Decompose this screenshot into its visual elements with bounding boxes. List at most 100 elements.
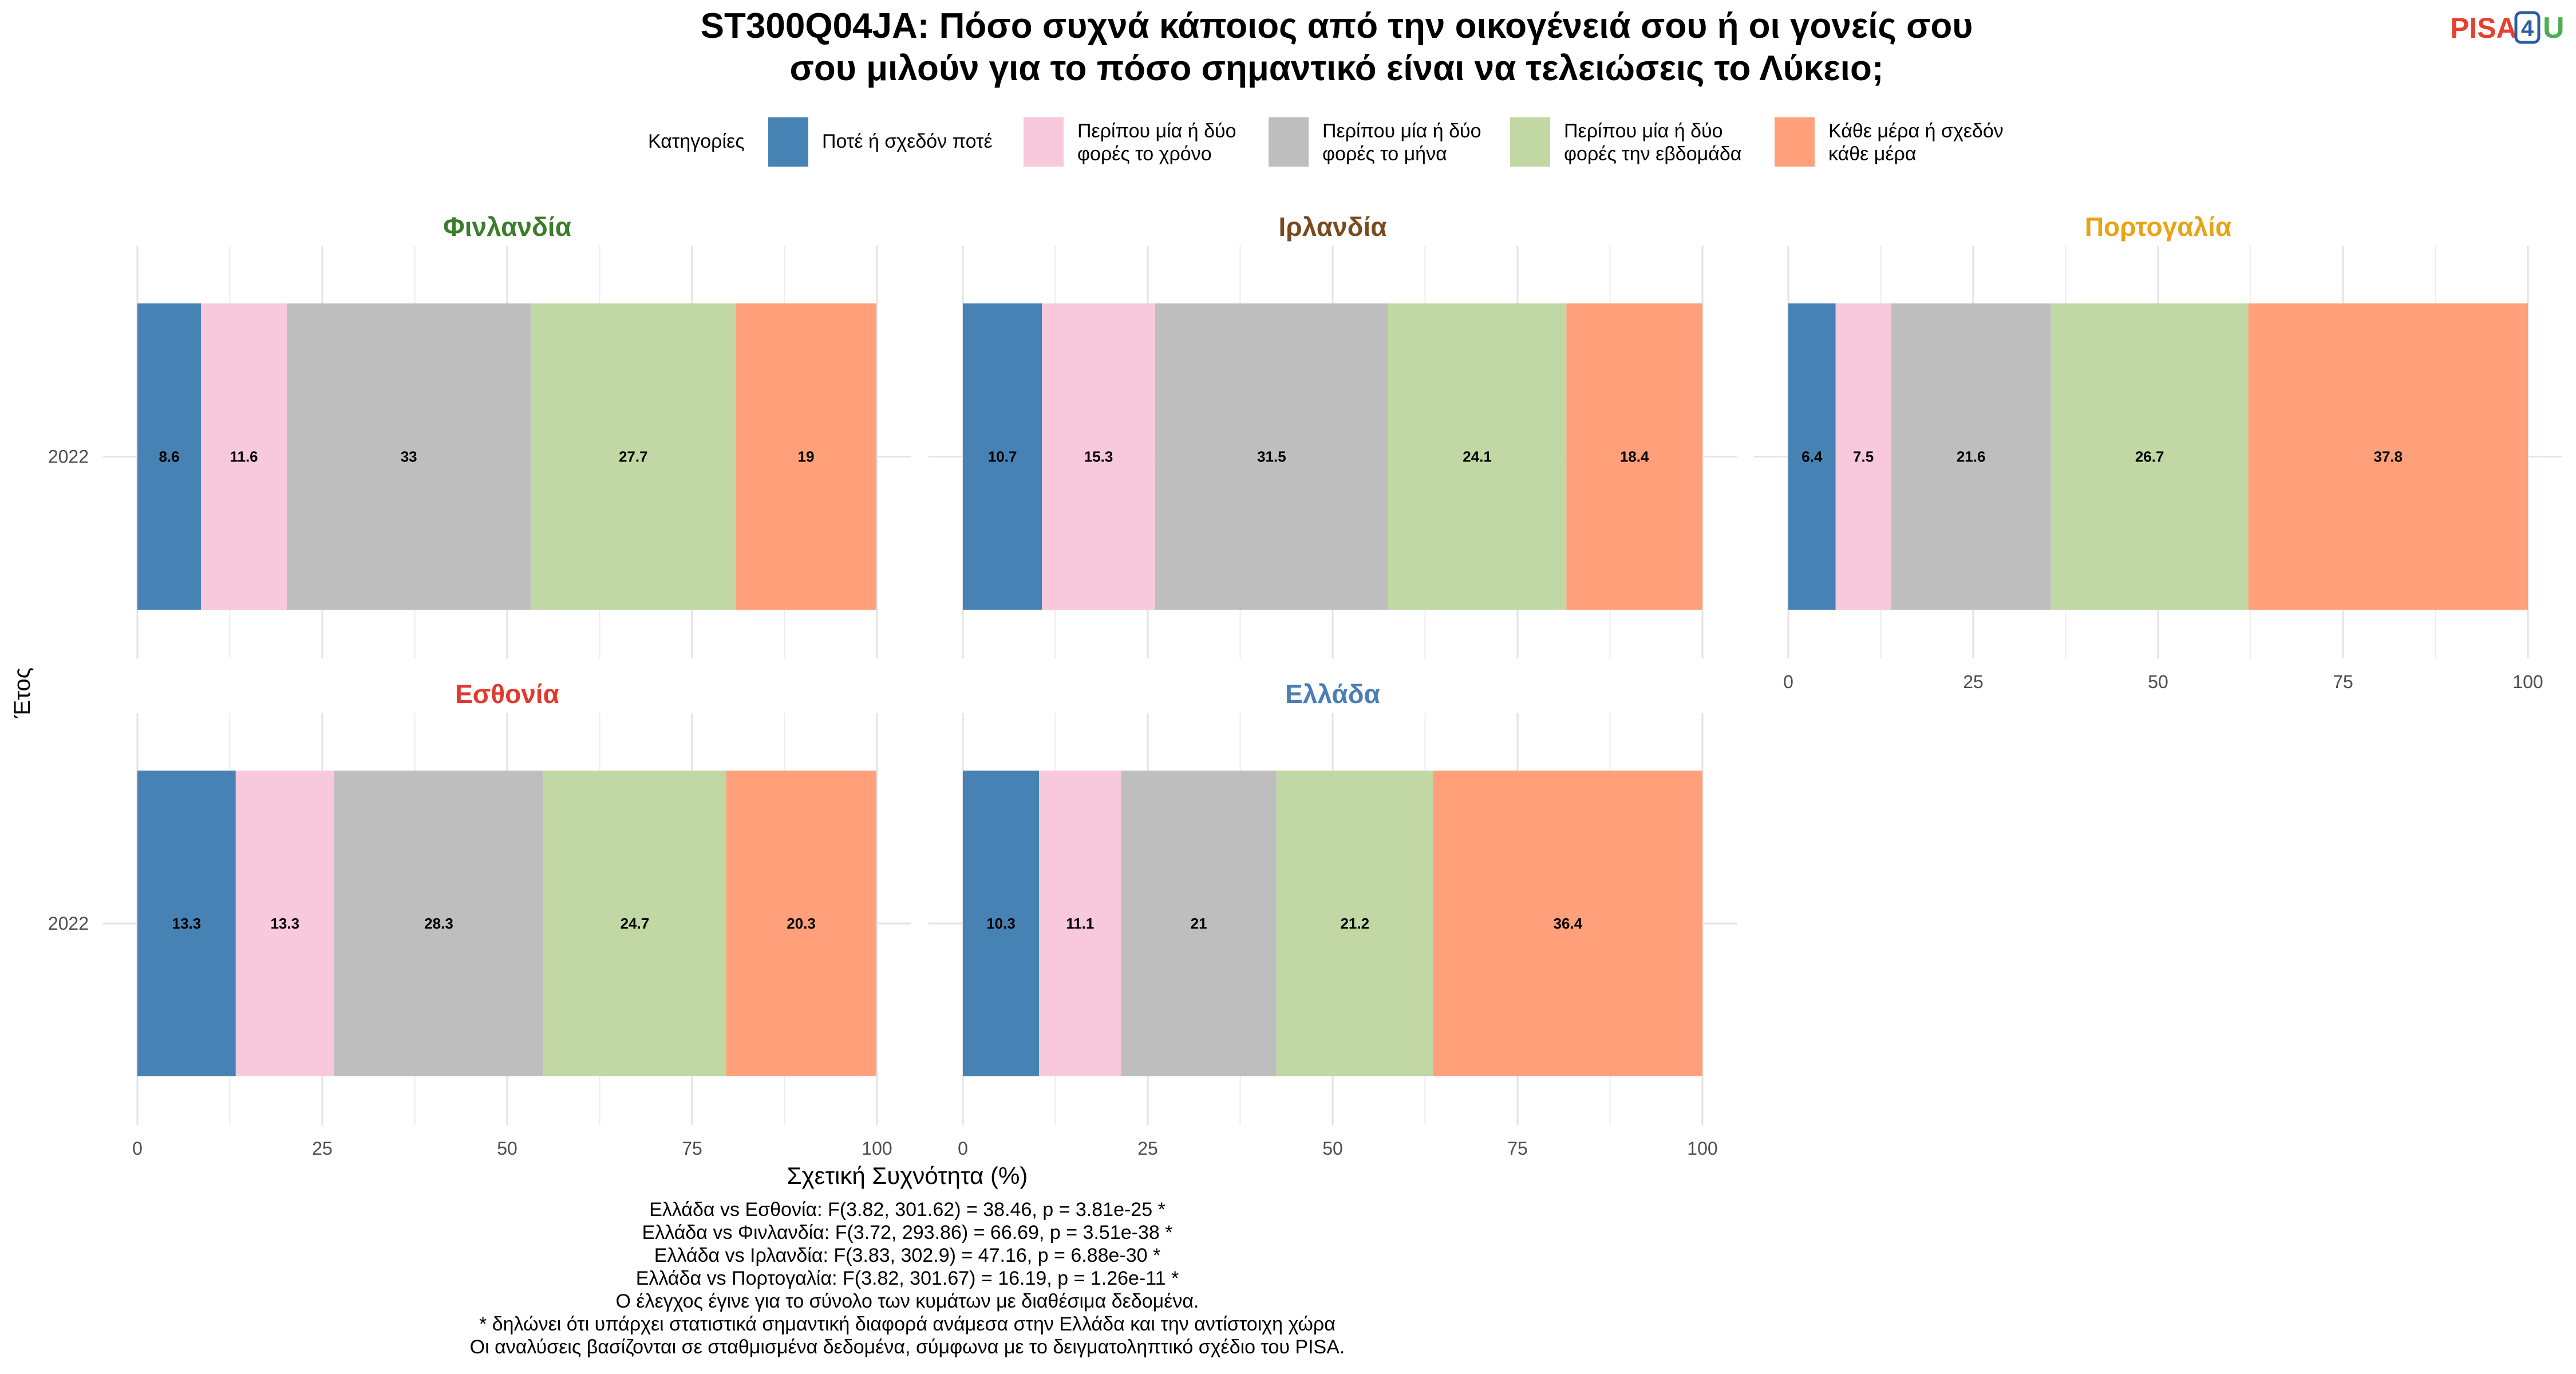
x-tick-label-3-1: 25 xyxy=(312,1138,333,1159)
bar-label-0-0: 8.6 xyxy=(159,448,179,465)
bar-label-4-1: 11.1 xyxy=(1066,915,1094,932)
bar-label-2-0: 6.4 xyxy=(1801,448,1823,465)
bar-segment-0-4 xyxy=(736,303,876,610)
bar-label-3-4: 20.3 xyxy=(787,915,816,932)
x-axis-title: Σχετική Συχνότητα (%) xyxy=(787,1162,1028,1189)
bar-segment-3-3 xyxy=(543,771,726,1076)
bar-label-2-2: 21.6 xyxy=(1957,448,1986,465)
bar-label-3-1: 13.3 xyxy=(270,915,299,932)
y-tick-label-3: 2022 xyxy=(48,913,89,934)
bar-segment-1-2 xyxy=(1155,303,1388,610)
panel-title-0: Φινλανδία xyxy=(443,212,571,242)
bar-segment-1-3 xyxy=(1388,303,1567,610)
bar-label-3-0: 13.3 xyxy=(172,915,202,932)
legend-label-4-0: Κάθε μέρα ή σχεδόν xyxy=(1828,120,2004,142)
bar-segment-2-2 xyxy=(1891,303,2051,610)
bar-label-3-2: 28.3 xyxy=(424,915,453,932)
caption-line-4: Ο έλεγχος έγινε για το σύνολο των κυμάτω… xyxy=(616,1290,1199,1312)
bar-label-4-3: 21.2 xyxy=(1340,915,1369,932)
bar-segment-2-1 xyxy=(1835,303,1891,610)
x-tick-label-3-3: 75 xyxy=(682,1138,702,1159)
chart-title-line-1: ST300Q04JA: Πόσο συχνά κάποιος από την ο… xyxy=(701,6,1973,46)
legend-key-0 xyxy=(768,117,808,167)
x-tick-label-4-1: 25 xyxy=(1137,1138,1158,1159)
legend-label-1-1: φορές το χρόνο xyxy=(1077,143,1212,165)
bar-segment-0-3 xyxy=(531,303,736,610)
bar-segment-4-0 xyxy=(963,771,1040,1076)
logo-digit-box xyxy=(2514,11,2541,44)
bar-segment-0-1 xyxy=(201,303,287,610)
legend-label-3-1: φορές την εβδομάδα xyxy=(1564,143,1741,165)
bar-segment-2-0 xyxy=(1788,303,1836,610)
legend-label-3-0: Περίπου μία ή δύο xyxy=(1564,120,1723,142)
x-tick-label-4-2: 50 xyxy=(1322,1138,1343,1159)
legend-label-0-0: Ποτέ ή σχεδόν ποτέ xyxy=(822,131,993,152)
bar-segment-3-2 xyxy=(334,771,544,1076)
x-tick-label-2-1: 25 xyxy=(1963,672,1984,692)
panel-4: Ελλάδα 10.3 11.1 21 21.2 36.4 0 25 50 75 100 xyxy=(929,679,1737,1159)
bar-segment-0-0 xyxy=(137,303,202,610)
x-tick-label-4-0: 0 xyxy=(958,1138,968,1159)
legend-item-0: Ποτέ ή σχεδόν ποτέ xyxy=(768,117,993,167)
bar-label-0-4: 19 xyxy=(798,448,815,465)
panel-title-4: Ελλάδα xyxy=(1285,679,1380,709)
panel-0: Φινλανδία 8.6 11.6 33 27.7 19 2022 xyxy=(48,212,911,658)
bar-label-1-3: 24.1 xyxy=(1463,448,1492,465)
bar-segment-1-4 xyxy=(1566,303,1702,610)
bar-segment-1-1 xyxy=(1042,303,1155,610)
bar-label-1-2: 31.5 xyxy=(1257,448,1286,465)
bar-segment-4-2 xyxy=(1121,771,1277,1076)
chart-title-line-2: σου μιλούν για το πόσο σημαντικό είναι ν… xyxy=(790,49,1884,88)
caption-line-2: Ελλάδα vs Ιρλανδία: F(3.83, 302.9) = 47.… xyxy=(654,1245,1160,1266)
pisa4u-logo: PISA 4 U xyxy=(2450,11,2565,45)
bar-segment-3-1 xyxy=(235,771,334,1076)
legend-title: Κατηγορίες xyxy=(648,131,745,152)
bar-label-3-3: 24.7 xyxy=(621,915,650,932)
x-tick-label-4-4: 100 xyxy=(1687,1138,1717,1159)
caption-line-5: * δηλώνει ότι υπάρχει στατιστικά σημαντι… xyxy=(479,1313,1336,1335)
legend-key-4 xyxy=(1775,117,1815,167)
legend-label-4-1: κάθε μέρα xyxy=(1828,143,1917,165)
legend-label-1-0: Περίπου μία ή δύο xyxy=(1077,120,1236,142)
x-tick-label-3-2: 50 xyxy=(497,1138,517,1159)
bar-label-4-4: 36.4 xyxy=(1554,915,1583,932)
bar-segment-4-4 xyxy=(1433,771,1702,1076)
y-axis-title: Έτος xyxy=(10,668,35,718)
panel-title-2: Πορτογαλία xyxy=(2085,212,2231,242)
bar-label-1-0: 10.7 xyxy=(988,448,1017,465)
panel-2: Πορτογαλία 6.4 7.5 21.6 26.7 37.8 0 25 50 75 100 xyxy=(1754,212,2562,692)
bar-label-2-3: 26.7 xyxy=(2135,448,2164,465)
panel-title-3: Εσθονία xyxy=(455,679,559,709)
legend-key-2 xyxy=(1269,117,1309,167)
x-tick-label-2-2: 50 xyxy=(2148,672,2168,692)
legend-label-2-0: Περίπου μία ή δύο xyxy=(1322,120,1481,142)
legend-key-1 xyxy=(1024,117,1064,167)
caption-line-6: Οι αναλύσεις βασίζονται σε σταθμισμένα δ… xyxy=(470,1336,1345,1358)
x-tick-label-4-3: 75 xyxy=(1507,1138,1528,1159)
bar-label-2-4: 37.8 xyxy=(2374,448,2403,465)
bar-label-0-2: 33 xyxy=(401,448,417,465)
bar-label-1-1: 15.3 xyxy=(1084,448,1113,465)
logo-text-u: U xyxy=(2543,11,2565,45)
bar-segment-4-1 xyxy=(1039,771,1121,1076)
caption-line-3: Ελλάδα vs Πορτογαλία: F(3.82, 301.67) = … xyxy=(636,1268,1179,1289)
bar-label-1-4: 18.4 xyxy=(1620,448,1649,465)
caption: Ελλάδα vs Εσθονία: F(3.82, 301.62) = 38.… xyxy=(470,1199,1345,1358)
panel-1: Ιρλανδία 10.7 15.3 31.5 24.1 18.4 xyxy=(929,212,1737,658)
panel-3: Εσθονία 13.3 13.3 28.3 24.7 20.3 2022 0 25 50 75 10… xyxy=(48,679,911,1159)
bar-segment-2-3 xyxy=(2050,303,2249,610)
bar-label-0-1: 11.6 xyxy=(230,448,258,465)
bar-segment-3-0 xyxy=(137,771,236,1076)
bar-label-2-1: 7.5 xyxy=(1853,448,1874,465)
y-tick-label-0: 2022 xyxy=(48,447,89,467)
caption-line-0: Ελλάδα vs Εσθονία: F(3.82, 301.62) = 38.… xyxy=(649,1199,1165,1221)
bar-label-0-3: 27.7 xyxy=(619,448,648,465)
legend-label-2-1: φορές το μήνα xyxy=(1322,143,1447,165)
x-tick-label-3-0: 0 xyxy=(132,1138,143,1159)
logo-text-digit: 4 xyxy=(2521,16,2534,41)
bar-segment-2-4 xyxy=(2248,303,2528,610)
